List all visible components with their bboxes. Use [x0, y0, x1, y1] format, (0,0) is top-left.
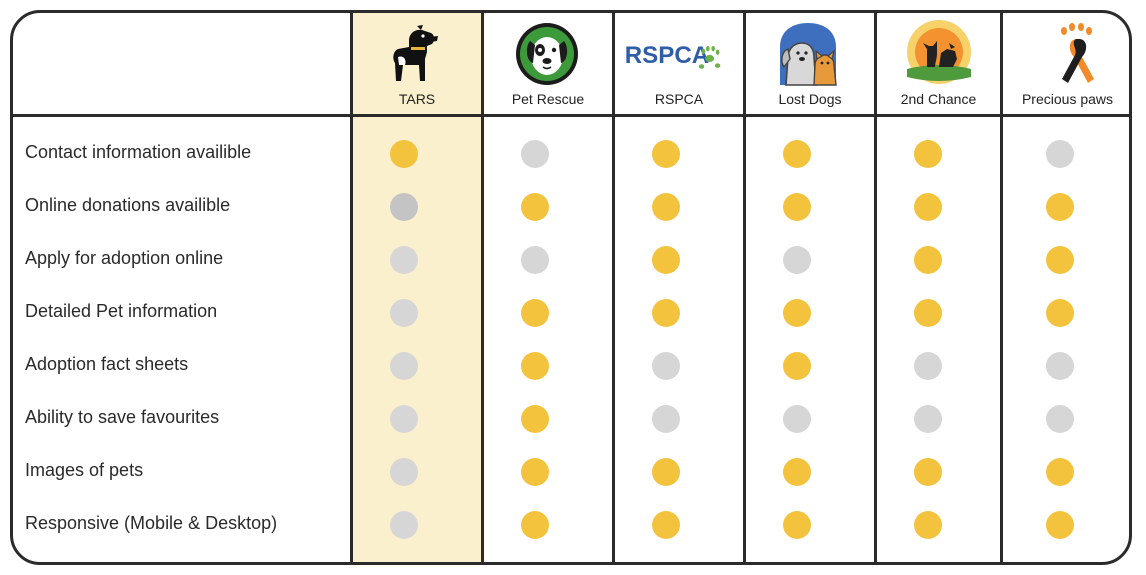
availability-dot — [390, 246, 418, 274]
column-name-lost-dogs: Lost Dogs — [778, 91, 842, 107]
availability-dot — [1046, 193, 1074, 221]
availability-dot — [914, 299, 942, 327]
availability-dot — [914, 352, 942, 380]
availability-dot — [390, 405, 418, 433]
column-divider — [350, 13, 353, 562]
availability-dot — [390, 511, 418, 539]
availability-dot — [652, 511, 680, 539]
availability-dot — [652, 246, 680, 274]
column-divider — [612, 13, 615, 562]
comparison-table: RSPCA — [10, 10, 1132, 565]
availability-dot — [783, 458, 811, 486]
column-name-tars: TARS — [398, 91, 436, 107]
availability-dot — [521, 405, 549, 433]
availability-dot — [652, 352, 680, 380]
column-divider — [874, 13, 877, 562]
availability-dot — [390, 193, 418, 221]
availability-dot — [914, 458, 942, 486]
availability-dot — [1046, 246, 1074, 274]
availability-dot — [1046, 352, 1074, 380]
availability-dot — [1046, 511, 1074, 539]
rspca-wordmark-paw-icon: RSPCA — [623, 19, 723, 89]
availability-dot — [1046, 458, 1074, 486]
svg-text:RSPCA: RSPCA — [625, 42, 709, 69]
row-label-images-of-pets: Images of pets — [25, 460, 144, 480]
cat-dog-sunset-icon — [889, 19, 989, 89]
availability-dot — [783, 511, 811, 539]
black-dog-icon — [365, 19, 465, 89]
column-name-pet-rescue: Pet Rescue — [511, 91, 585, 107]
availability-dot — [914, 140, 942, 168]
availability-dot — [652, 299, 680, 327]
availability-dot — [521, 458, 549, 486]
column-divider — [1000, 13, 1003, 562]
row-label-responsive: Responsive (Mobile & Desktop) — [25, 513, 278, 533]
column-divider — [743, 13, 746, 562]
column-name-2nd-chance: 2nd Chance — [900, 91, 977, 107]
availability-dot — [914, 511, 942, 539]
dog-face-green-circle-icon — [497, 19, 597, 89]
availability-dot — [783, 352, 811, 380]
column-divider — [481, 13, 484, 562]
availability-dot — [783, 405, 811, 433]
row-label-contact-information: Contact information availible — [25, 142, 252, 162]
row-label-fact-sheets: Adoption fact sheets — [25, 354, 189, 374]
availability-dot — [652, 193, 680, 221]
availability-dot — [783, 299, 811, 327]
availability-dot — [521, 299, 549, 327]
paw-ribbon-icon — [1028, 19, 1128, 89]
row-label-detailed-pet-info: Detailed Pet information — [25, 301, 218, 321]
availability-dot — [914, 246, 942, 274]
availability-dot — [390, 299, 418, 327]
availability-dot — [521, 140, 549, 168]
availability-dot — [390, 458, 418, 486]
row-label-apply-online: Apply for adoption online — [25, 248, 224, 268]
availability-dot — [390, 140, 418, 168]
availability-dot — [521, 246, 549, 274]
column-name-rspca: RSPCA — [654, 91, 704, 107]
availability-dot — [1046, 405, 1074, 433]
availability-dot — [390, 352, 418, 380]
availability-dot — [521, 511, 549, 539]
availability-dot — [783, 193, 811, 221]
availability-dot — [652, 405, 680, 433]
availability-dot — [914, 405, 942, 433]
availability-dot — [521, 193, 549, 221]
row-label-online-donations: Online donations availible — [25, 195, 231, 215]
availability-dot — [652, 140, 680, 168]
availability-dot — [783, 140, 811, 168]
dog-and-cat-icon — [758, 19, 858, 89]
availability-dot — [783, 246, 811, 274]
availability-dot — [521, 352, 549, 380]
availability-dot — [1046, 299, 1074, 327]
availability-dot — [914, 193, 942, 221]
header-divider — [13, 114, 1129, 117]
column-name-precious-paws: Precious paws — [1021, 91, 1114, 107]
row-label-save-favourites: Ability to save favourites — [25, 407, 220, 427]
availability-dot — [652, 458, 680, 486]
availability-dot — [1046, 140, 1074, 168]
